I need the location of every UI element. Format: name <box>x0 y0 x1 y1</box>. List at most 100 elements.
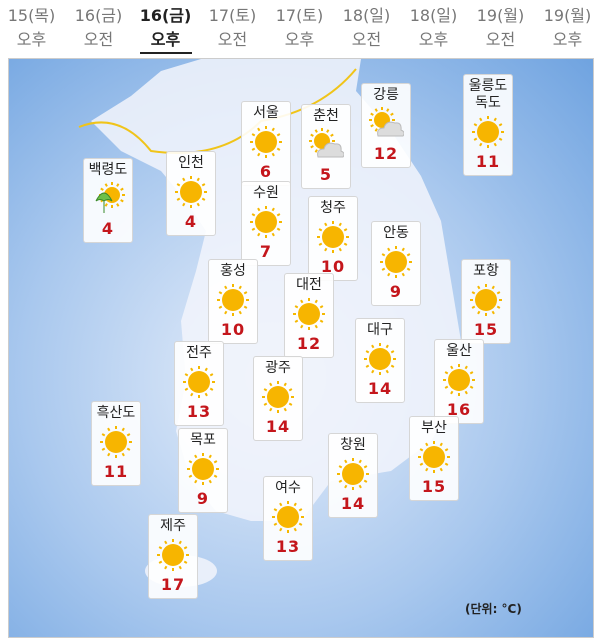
city-card: 청주 10 <box>308 196 358 281</box>
city-temp: 12 <box>373 144 399 163</box>
city-name: 서울 <box>253 105 279 121</box>
city-card: 제주 17 <box>148 514 198 599</box>
weather-icon <box>337 458 369 490</box>
city-card: 강릉 12 <box>361 83 411 168</box>
weather-icon <box>157 539 189 571</box>
tab-period: 오후 <box>284 30 315 49</box>
city-card: 홍성 10 <box>208 259 258 344</box>
city-name: 대구 <box>367 322 393 338</box>
weather-icon <box>250 206 282 238</box>
city-temp: 9 <box>196 489 210 508</box>
tab-period: 오후 <box>139 28 192 54</box>
map: 백령도 4 인천 4 서울 6 춘천 5 강릉 12 울릉도 독도 11 수원 7 청주 10 안동 9 홍성 10 대… <box>8 58 594 638</box>
city-name: 울산 <box>446 343 472 359</box>
tab[interactable]: 19(월) 오후 <box>534 4 600 52</box>
city-temp: 7 <box>259 242 273 261</box>
tab-date: 18(일) <box>409 6 458 25</box>
city-card: 안동 9 <box>371 221 421 306</box>
weather-icon <box>418 441 450 473</box>
city-name: 부산 <box>421 420 447 436</box>
city-name: 안동 <box>383 225 409 241</box>
weather-icon <box>470 284 502 316</box>
tab-date: 17(토) <box>208 6 257 25</box>
tab-date: 19(월) <box>476 6 525 25</box>
unit-note: (단위: °C) <box>465 602 522 616</box>
city-name: 춘천 <box>313 108 339 124</box>
weather-icon <box>183 366 215 398</box>
city-temp: 10 <box>220 320 246 339</box>
city-card: 춘천 5 <box>301 104 351 189</box>
city-name: 목포 <box>190 432 216 448</box>
city-card: 수원 7 <box>241 181 291 266</box>
tab[interactable]: 19(월) 오전 <box>467 4 534 52</box>
weather-icon <box>364 343 396 375</box>
city-temp: 12 <box>296 334 322 353</box>
tab-date: 15(목) <box>7 6 56 25</box>
city-name: 홍성 <box>220 263 246 279</box>
tab[interactable]: 15(목) 오후 <box>0 4 65 52</box>
weather-icon <box>100 426 132 458</box>
tab[interactable]: 16(금) 오전 <box>65 4 132 52</box>
city-temp: 10 <box>320 257 346 276</box>
city-card: 광주 14 <box>253 356 303 441</box>
city-card: 대전 12 <box>284 273 334 358</box>
tab-date: 17(토) <box>275 6 324 25</box>
city-name: 울릉도 독도 <box>468 78 508 111</box>
tab-period: 오전 <box>217 30 248 49</box>
weather-icon <box>380 246 412 278</box>
city-temp: 4 <box>184 212 198 231</box>
weather-icon <box>95 182 125 213</box>
city-temp: 11 <box>475 152 501 171</box>
city-card: 대구 14 <box>355 318 405 403</box>
city-card: 인천 4 <box>166 151 216 236</box>
city-name: 흑산도 <box>96 405 136 421</box>
city-temp: 16 <box>446 400 472 419</box>
city-card: 울산 16 <box>434 339 484 424</box>
tab-period: 오후 <box>418 30 449 49</box>
city-temp: 14 <box>340 494 366 513</box>
weather-icon <box>175 176 207 208</box>
city-card: 전주 13 <box>174 341 224 426</box>
tab-period: 오후 <box>552 30 583 49</box>
weather-icon <box>443 364 475 396</box>
city-name: 여수 <box>275 480 301 496</box>
weather-icon <box>272 501 304 533</box>
weather-icon <box>369 107 404 137</box>
city-name: 제주 <box>160 518 186 534</box>
city-temp: 4 <box>101 219 115 238</box>
city-card: 포항 15 <box>461 259 511 344</box>
city-name: 전주 <box>186 345 212 361</box>
city-card: 목포 9 <box>178 428 228 513</box>
city-name: 백령도 <box>88 162 128 178</box>
city-name: 대전 <box>296 277 322 293</box>
tab[interactable]: 18(일) 오후 <box>400 4 467 52</box>
tab-period: 오전 <box>485 30 516 49</box>
tab[interactable]: 18(일) 오전 <box>333 4 400 52</box>
city-card: 울릉도 독도 11 <box>463 74 513 176</box>
weather-icon <box>250 126 282 158</box>
tab-date: 16(금) <box>74 6 123 25</box>
city-card: 창원 14 <box>328 433 378 518</box>
tab-period: 오전 <box>83 30 114 49</box>
city-temp: 17 <box>160 575 186 594</box>
city-card: 서울 6 <box>241 101 291 186</box>
city-temp: 14 <box>367 379 393 398</box>
tab[interactable]: 16(금) 오후 <box>132 4 199 54</box>
city-name: 창원 <box>340 437 366 453</box>
city-temp: 15 <box>473 320 499 339</box>
city-name: 청주 <box>320 200 346 216</box>
weather-icon <box>293 298 325 330</box>
city-temp: 11 <box>103 462 129 481</box>
weather-icon <box>317 221 349 253</box>
tab-period: 오후 <box>16 30 47 49</box>
city-card: 여수 13 <box>263 476 313 561</box>
city-name: 포항 <box>473 263 499 279</box>
tab[interactable]: 17(토) 오전 <box>199 4 266 52</box>
city-card: 백령도 4 <box>83 158 133 243</box>
city-temp: 13 <box>186 402 212 421</box>
tab-date: 19(월) <box>543 6 592 25</box>
tab[interactable]: 17(토) 오후 <box>266 4 333 52</box>
city-temp: 5 <box>319 165 333 184</box>
city-name: 강릉 <box>373 87 399 103</box>
